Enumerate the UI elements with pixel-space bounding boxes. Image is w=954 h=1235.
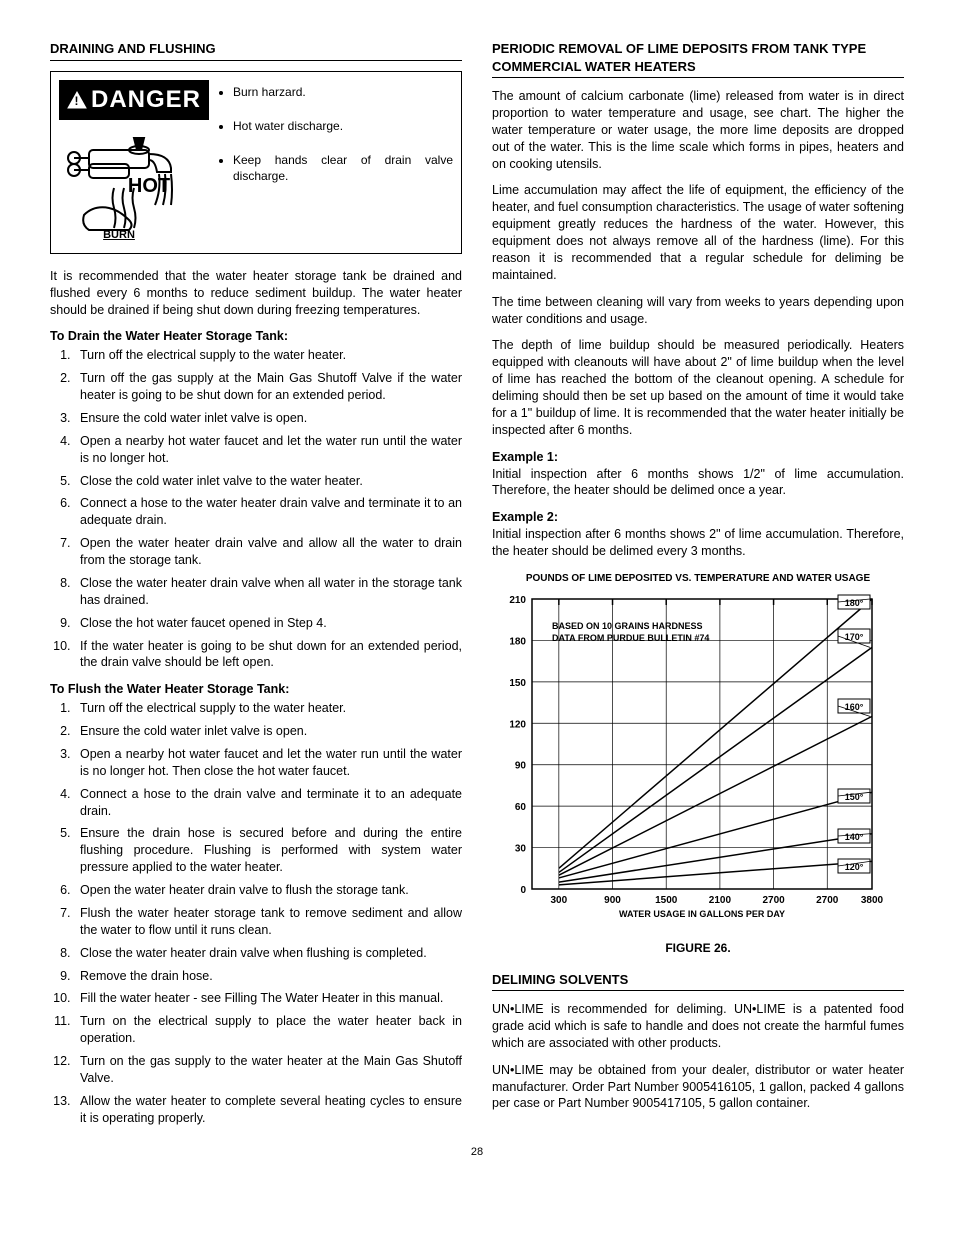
svg-text:3800: 3800 [861, 895, 884, 906]
svg-text:170°: 170° [845, 632, 864, 642]
hot-faucet-icon: HOT BURN [59, 120, 209, 240]
svg-text:140°: 140° [845, 832, 864, 842]
svg-text:WATER USAGE IN GALLONS PER DAY: WATER USAGE IN GALLONS PER DAY [619, 909, 785, 919]
list-item: Turn off the electrical supply to the wa… [74, 347, 462, 364]
list-item: Turn off the gas supply at the Main Gas … [74, 370, 462, 404]
example-1-label: Example 1: [492, 449, 904, 466]
svg-text:2700: 2700 [816, 895, 839, 906]
danger-bullet: Burn harzard. [233, 84, 453, 100]
list-item: Close the hot water faucet opened in Ste… [74, 615, 462, 632]
intro-paragraph: It is recommended that the water heater … [50, 268, 462, 319]
svg-text:2100: 2100 [709, 895, 732, 906]
flush-heading: To Flush the Water Heater Storage Tank: [50, 681, 462, 698]
danger-label: ! DANGER [59, 80, 209, 120]
list-item: Flush the water heater storage tank to r… [74, 905, 462, 939]
list-item: Turn on the electrical supply to place t… [74, 1013, 462, 1047]
svg-text:BASED ON 10 GRAINS HARDNESS: BASED ON 10 GRAINS HARDNESS [552, 621, 703, 631]
svg-text:90: 90 [515, 761, 527, 772]
list-item: Connect a hose to the water heater drain… [74, 495, 462, 529]
chart-title: POUNDS OF LIME DEPOSITED VS. TEMPERATURE… [492, 572, 904, 586]
svg-text:300: 300 [550, 895, 567, 906]
body-paragraph: The amount of calcium carbonate (lime) r… [492, 88, 904, 172]
list-item: Close the water heater drain valve when … [74, 575, 462, 609]
svg-text:160°: 160° [845, 702, 864, 712]
list-item: Ensure the cold water inlet valve is ope… [74, 723, 462, 740]
body-paragraph: The depth of lime buildup should be meas… [492, 337, 904, 438]
example-2-text: Initial inspection after 6 months shows … [492, 526, 904, 560]
deliming-paragraph: UN•LIME is recommended for deliming. UN•… [492, 1001, 904, 1052]
svg-text:2700: 2700 [762, 895, 785, 906]
list-item: Open a nearby hot water faucet and let t… [74, 433, 462, 467]
danger-warning-box: ! DANGER [50, 71, 462, 254]
list-item: Open a nearby hot water faucet and let t… [74, 746, 462, 780]
list-item: Remove the drain hose. [74, 968, 462, 985]
svg-text:900: 900 [604, 895, 621, 906]
chart-svg: 0 30 60 90 120 150 180 210 300 900 1500 2100 2700 270… [492, 589, 912, 929]
body-paragraph: The time between cleaning will vary from… [492, 294, 904, 328]
drain-steps-list: Turn off the electrical supply to the wa… [50, 347, 462, 671]
svg-text:HOT: HOT [128, 175, 170, 197]
deliming-paragraph: UN•LIME may be obtained from your dealer… [492, 1062, 904, 1113]
list-item: Allow the water heater to complete sever… [74, 1093, 462, 1127]
list-item: Open the water heater drain valve and al… [74, 535, 462, 569]
flush-steps-list: Turn off the electrical supply to the wa… [50, 700, 462, 1126]
example-1-text: Initial inspection after 6 months shows … [492, 466, 904, 500]
drain-heading: To Drain the Water Heater Storage Tank: [50, 328, 462, 345]
svg-text:BURN: BURN [103, 229, 135, 240]
draining-flushing-heading: DRAINING AND FLUSHING [50, 40, 462, 61]
list-item: Connect a hose to the drain valve and te… [74, 786, 462, 820]
page-number: 28 [50, 1145, 904, 1160]
svg-text:1500: 1500 [655, 895, 678, 906]
list-item: Ensure the drain hose is secured before … [74, 825, 462, 876]
svg-text:60: 60 [515, 803, 527, 814]
list-item: Fill the water heater - see Filling The … [74, 990, 462, 1007]
svg-text:150: 150 [509, 678, 526, 689]
svg-text:!: ! [74, 94, 79, 108]
periodic-removal-heading: PERIODIC REMOVAL OF LIME DEPOSITS FROM T… [492, 40, 904, 78]
list-item: Turn on the gas supply to the water heat… [74, 1053, 462, 1087]
danger-bullet-list: Burn harzard. Hot water discharge. Keep … [217, 84, 453, 203]
list-item: Open the water heater drain valve to flu… [74, 882, 462, 899]
svg-text:30: 30 [515, 844, 527, 855]
danger-text: DANGER [91, 84, 201, 116]
left-column: DRAINING AND FLUSHING ! DANGER [50, 40, 462, 1137]
list-item: Close the water heater drain valve when … [74, 945, 462, 962]
right-column: PERIODIC REMOVAL OF LIME DEPOSITS FROM T… [492, 40, 904, 1137]
deliming-solvents-heading: DELIMING SOLVENTS [492, 971, 904, 992]
warning-triangle-icon: ! [67, 91, 87, 109]
example-2-label: Example 2: [492, 509, 904, 526]
danger-graphic: ! DANGER [59, 80, 209, 245]
svg-text:0: 0 [520, 885, 526, 896]
body-paragraph: Lime accumulation may affect the life of… [492, 182, 904, 283]
danger-bullet: Hot water discharge. [233, 118, 453, 134]
svg-text:210: 210 [509, 595, 526, 606]
svg-text:DATA FROM PURDUE BULLETIN #74: DATA FROM PURDUE BULLETIN #74 [552, 633, 709, 643]
list-item: Close the cold water inlet valve to the … [74, 473, 462, 490]
figure-label: FIGURE 26. [492, 940, 904, 956]
danger-bullet: Keep hands clear of drain valve discharg… [233, 152, 453, 184]
svg-text:180: 180 [509, 637, 526, 648]
list-item: Ensure the cold water inlet valve is ope… [74, 410, 462, 427]
svg-text:120: 120 [509, 720, 526, 731]
list-item: If the water heater is going to be shut … [74, 638, 462, 672]
list-item: Turn off the electrical supply to the wa… [74, 700, 462, 717]
lime-chart: POUNDS OF LIME DEPOSITED VS. TEMPERATURE… [492, 572, 904, 957]
